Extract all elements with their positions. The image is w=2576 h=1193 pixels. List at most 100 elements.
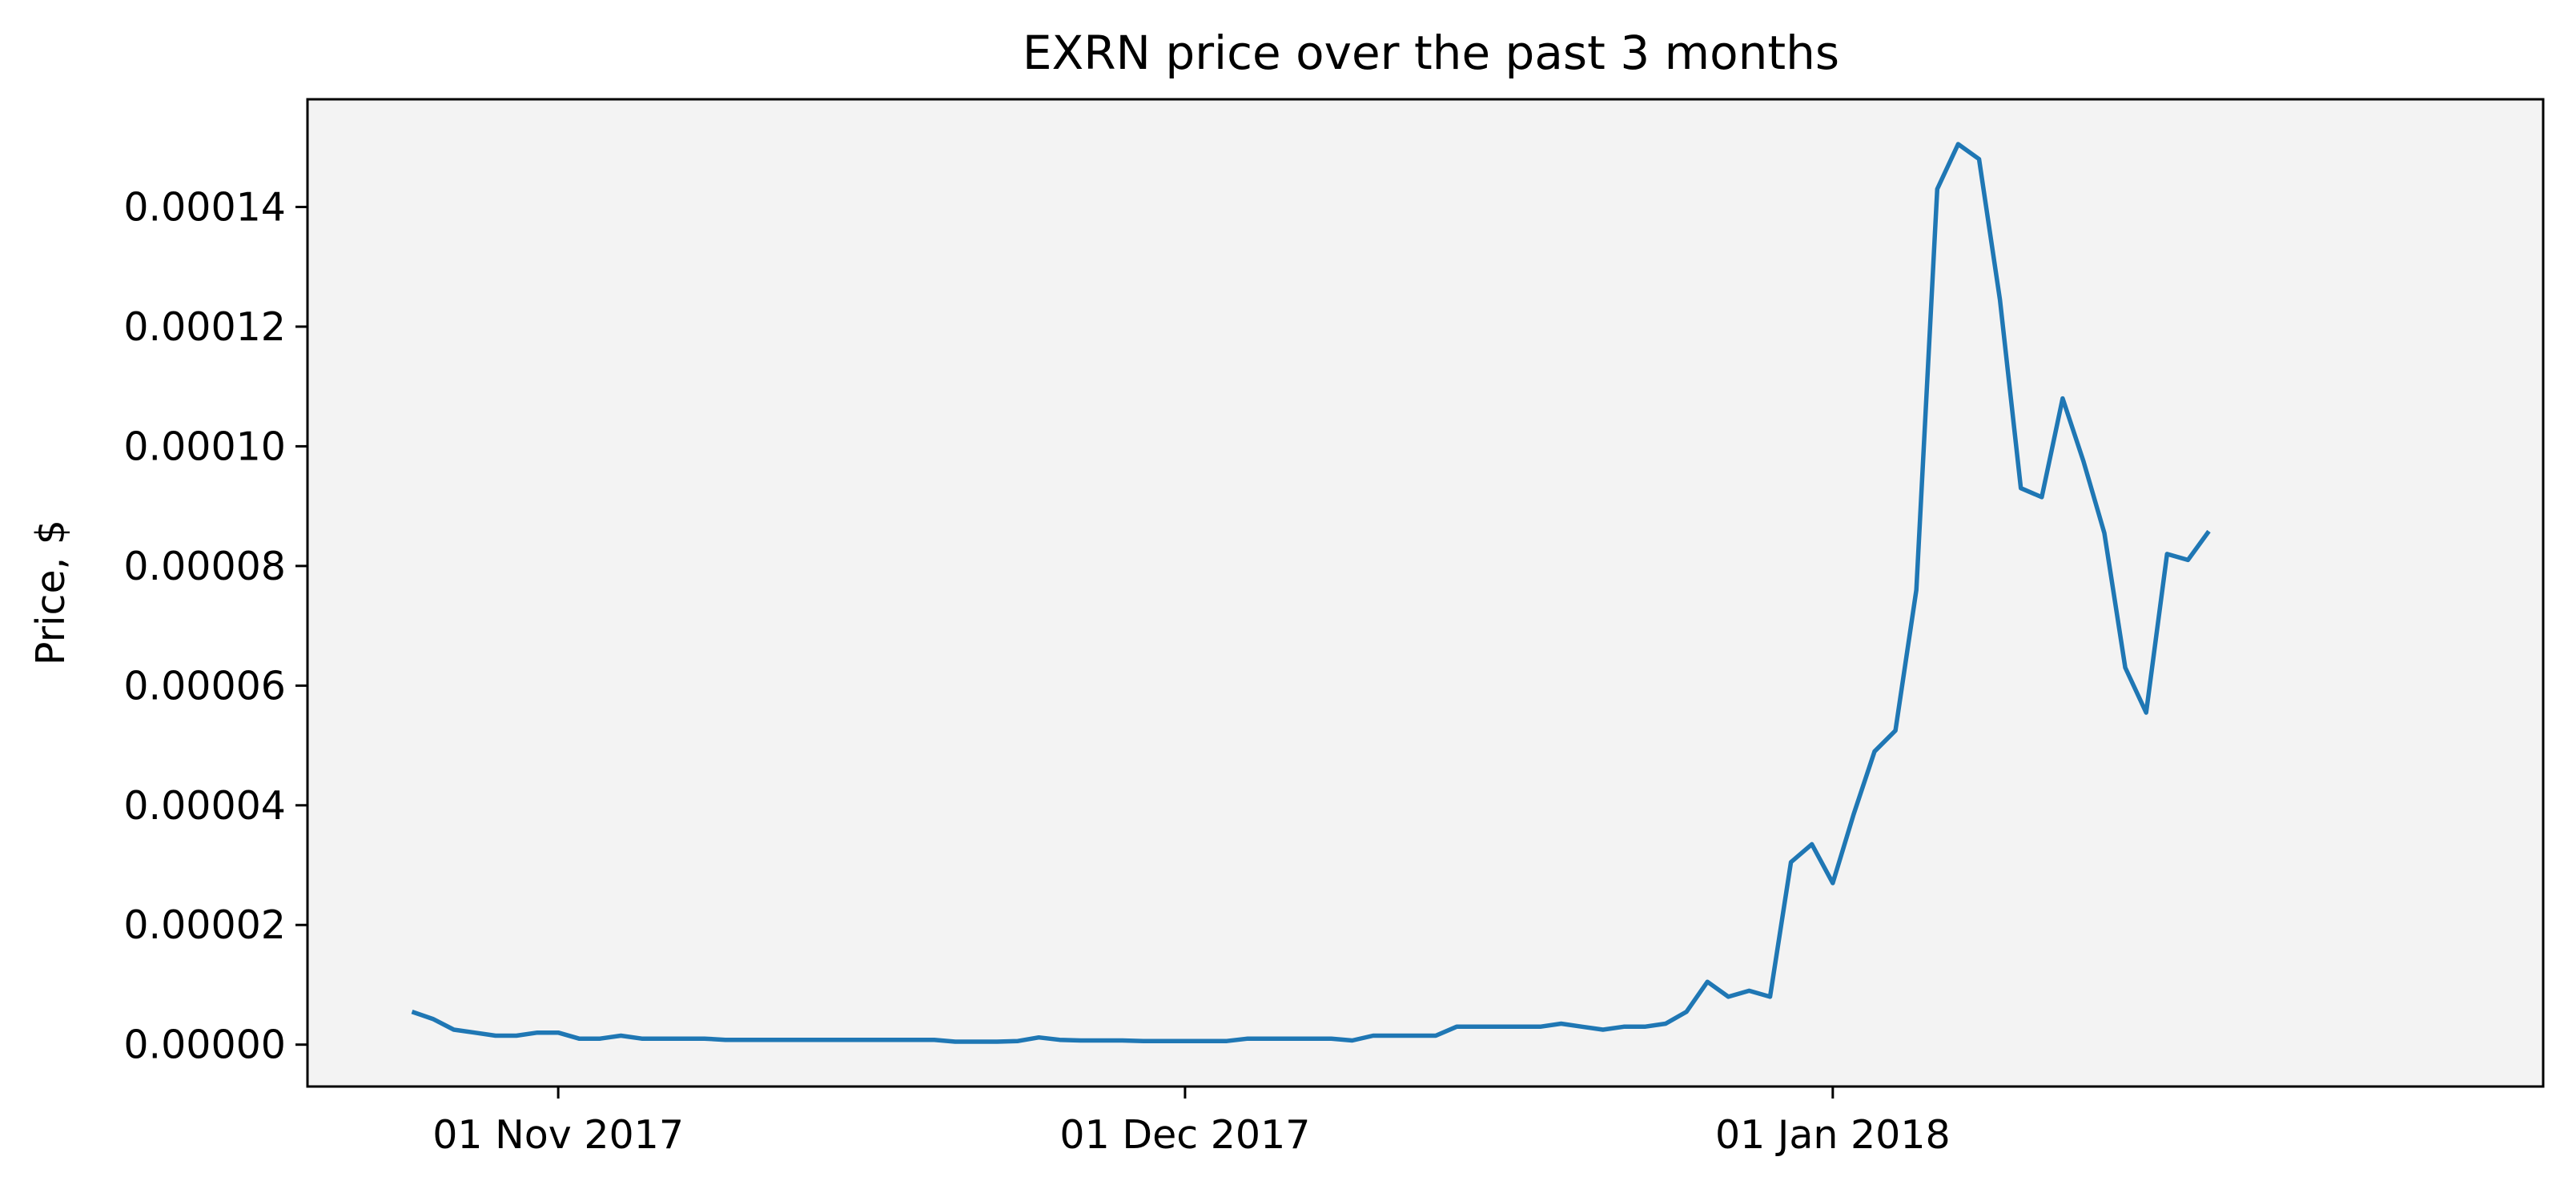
data-point: [1517, 1024, 1521, 1029]
data-point: [1183, 1038, 1188, 1043]
data-point: [1392, 1034, 1397, 1038]
data-point: [1831, 881, 1835, 886]
data-point: [1663, 1022, 1668, 1026]
data-point: [1141, 1038, 1146, 1043]
data-point: [2207, 529, 2212, 534]
data-point: [1036, 1035, 1041, 1040]
data-point: [1559, 1022, 1564, 1026]
data-point: [1015, 1038, 1020, 1043]
data-point: [1914, 588, 1919, 592]
data-point: [1872, 749, 1877, 754]
data-point: [2019, 486, 2023, 491]
data-point: [618, 1034, 623, 1038]
data-point: [1350, 1038, 1355, 1043]
data-point: [577, 1036, 581, 1041]
data-point: [1642, 1024, 1647, 1029]
data-point: [1998, 297, 2003, 302]
data-point: [1266, 1036, 1271, 1041]
y-tick-label: 0.00006: [123, 663, 286, 709]
chart-title: EXRN price over the past 3 months: [1023, 26, 1839, 80]
data-point: [1433, 1034, 1438, 1038]
data-point: [827, 1038, 832, 1042]
y-tick-label: 0.00014: [123, 185, 286, 231]
data-point: [1622, 1024, 1626, 1029]
data-point: [1308, 1036, 1313, 1041]
data-point: [493, 1034, 498, 1038]
data-point: [1580, 1024, 1585, 1029]
data-point: [1099, 1038, 1104, 1043]
data-point: [1329, 1036, 1334, 1041]
data-point: [1287, 1036, 1292, 1041]
data-point: [806, 1038, 811, 1042]
data-point: [1705, 979, 1710, 984]
data-point: [744, 1038, 749, 1042]
data-point: [1851, 812, 1856, 817]
data-point: [1057, 1038, 1062, 1042]
data-point: [1893, 728, 1898, 733]
data-point: [1789, 860, 1794, 865]
data-point: [1120, 1038, 1125, 1043]
data-point: [723, 1038, 728, 1042]
data-point: [472, 1030, 477, 1035]
data-point: [1454, 1024, 1459, 1029]
data-point: [932, 1038, 937, 1042]
data-point: [1726, 994, 1730, 999]
data-point: [681, 1036, 686, 1041]
data-point: [1935, 187, 1939, 191]
y-axis: 0.00000 0.00002 0.00004 0.00006 0.00008 0.000…: [123, 185, 307, 1068]
data-point: [2060, 396, 2065, 401]
data-point: [1684, 1010, 1689, 1014]
data-point: [2144, 710, 2148, 715]
data-point: [1746, 988, 1751, 993]
plot-area: [306, 98, 2545, 1088]
data-point: [431, 1017, 436, 1022]
y-tick-label: 0.00000: [123, 1022, 286, 1068]
data-point: [1768, 994, 1773, 999]
data-point: [556, 1030, 561, 1035]
data-point: [640, 1036, 645, 1041]
y-tick-label: 0.00008: [123, 544, 286, 589]
data-point: [765, 1038, 770, 1042]
data-point: [1810, 842, 1814, 846]
x-tick-label: 01 Jan 2018: [1715, 1112, 1951, 1158]
data-point: [1955, 142, 1960, 147]
data-point: [995, 1039, 999, 1044]
data-point: [2123, 665, 2128, 670]
data-point: [870, 1038, 874, 1042]
data-point: [953, 1039, 958, 1044]
data-point: [2040, 495, 2044, 500]
data-point: [1371, 1034, 1376, 1038]
data-point: [848, 1038, 853, 1042]
data-point: [1204, 1038, 1208, 1043]
x-axis: 01 Nov 2017 01 Dec 2017 01 Jan 2018: [432, 1087, 1951, 1158]
data-point: [1245, 1036, 1250, 1041]
data-point: [974, 1039, 979, 1044]
x-tick-label: 01 Dec 2017: [1059, 1112, 1310, 1158]
data-point: [1977, 157, 1982, 162]
y-tick-label: 0.00012: [123, 304, 286, 350]
data-point: [1224, 1038, 1229, 1043]
data-point: [535, 1030, 540, 1035]
x-tick-label: 01 Nov 2017: [432, 1112, 684, 1158]
data-point: [1538, 1024, 1543, 1029]
data-point: [1162, 1038, 1167, 1043]
data-point: [2185, 557, 2190, 562]
data-point: [911, 1038, 916, 1042]
y-tick-label: 0.00002: [123, 902, 286, 948]
y-axis-label: Price, $: [28, 520, 74, 665]
data-point: [514, 1034, 519, 1038]
price-series-line: [411, 142, 2211, 1044]
data-point: [1601, 1027, 1605, 1032]
data-point: [410, 1010, 415, 1014]
data-point: [1496, 1024, 1501, 1029]
data-point: [786, 1038, 790, 1042]
data-point: [597, 1036, 602, 1041]
data-point: [890, 1038, 895, 1042]
data-point: [1079, 1038, 1083, 1043]
data-point: [2164, 552, 2169, 556]
data-point: [661, 1036, 665, 1041]
series-layer: [410, 142, 2212, 1044]
y-tick-label: 0.00010: [123, 424, 286, 469]
data-point: [2081, 459, 2086, 464]
